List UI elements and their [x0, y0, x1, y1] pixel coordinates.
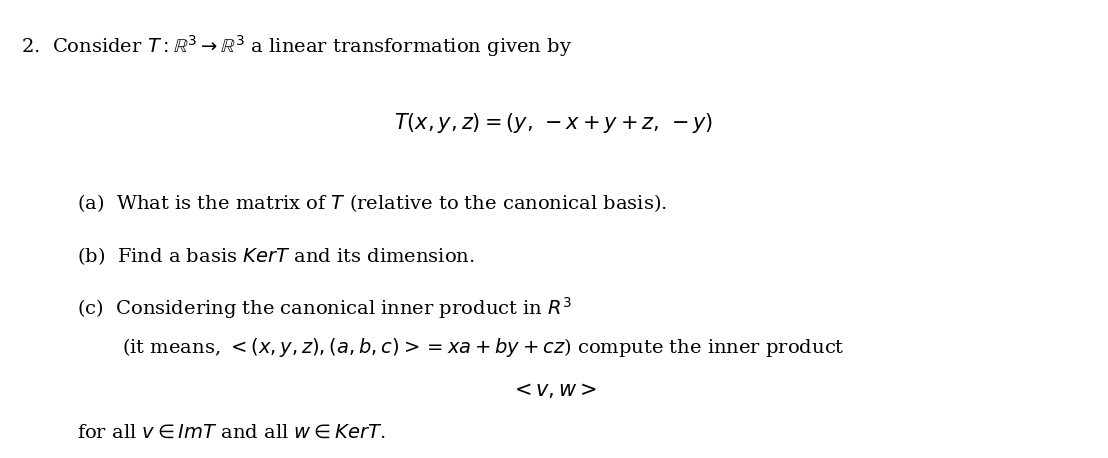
Text: (b)  Find a basis $KerT$ and its dimension.: (b) Find a basis $KerT$ and its dimensio… — [76, 245, 474, 267]
Text: (it means, $< (x, y, z), (a, b, c)>= xa + by + cz$) compute the inner product: (it means, $< (x, y, z), (a, b, c)>= xa … — [122, 336, 844, 359]
Text: (a)  What is the matrix of $T$ (relative to the canonical basis).: (a) What is the matrix of $T$ (relative … — [76, 192, 667, 214]
Text: 2.  Consider $T: \mathbb{R}^3 \rightarrow \mathbb{R}^3$ a linear transformation : 2. Consider $T: \mathbb{R}^3 \rightarrow… — [21, 33, 573, 59]
Text: (c)  Considering the canonical inner product in $R^3$: (c) Considering the canonical inner prod… — [76, 295, 572, 321]
Text: for all $v \in ImT$ and all $w \in KerT$.: for all $v \in ImT$ and all $w \in KerT$… — [76, 424, 386, 442]
Text: $T(x, y, z) = (y,\, -x + y + z,\, -y)$: $T(x, y, z) = (y,\, -x + y + z,\, -y)$ — [394, 111, 714, 135]
Text: $< v, w >$: $< v, w >$ — [511, 382, 597, 400]
